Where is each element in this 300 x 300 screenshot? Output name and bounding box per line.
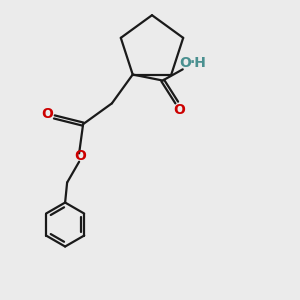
Text: O: O: [74, 149, 86, 163]
Text: O: O: [41, 107, 53, 121]
Text: O: O: [180, 56, 191, 70]
Text: ·H: ·H: [190, 56, 207, 70]
Text: O: O: [173, 103, 185, 117]
